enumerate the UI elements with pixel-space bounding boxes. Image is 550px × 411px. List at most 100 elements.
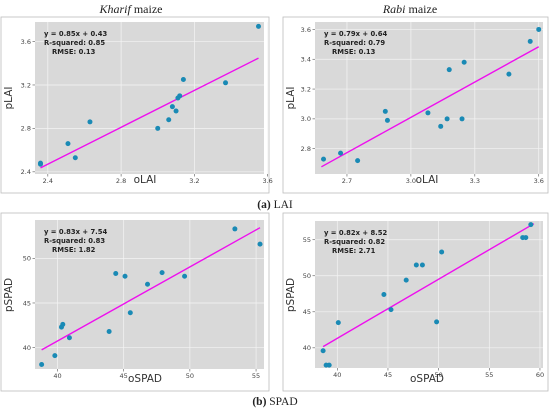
x-axis-label: oSPAD <box>128 373 162 385</box>
x-tick-label: 40 <box>53 372 61 380</box>
x-tick-label: 45 <box>120 372 128 380</box>
y-tick-label: 50 <box>23 255 31 263</box>
y-axis-label: pSPAD <box>285 278 297 312</box>
y-tick-label: 2.4 <box>21 168 31 176</box>
y-tick-label: 55 <box>303 236 311 244</box>
stat-line: y = 0.83x + 7.54 <box>44 228 107 236</box>
x-tick-label: 45 <box>384 371 392 379</box>
data-point <box>223 80 229 86</box>
x-tick-label: 55 <box>485 371 493 379</box>
data-point <box>39 362 45 368</box>
y-axis-label: pLAI <box>3 86 15 109</box>
caption-a: (a) LAI <box>257 199 293 211</box>
chart-2: 40 45 50 55 40 45 50 oSPAD pSPAD y = 0.83x + 7.54… <box>3 220 264 385</box>
plots: 2.4 2.8 3.2 3.6 2.4 2.8 3.2 3.6 oLAI pLAI y = 0.85… <box>3 22 544 385</box>
data-point <box>413 262 419 268</box>
caption-b-text: SPAD <box>266 396 297 408</box>
data-point <box>180 77 186 83</box>
x-tick-label: 2.8 <box>116 177 126 185</box>
data-point <box>459 116 465 122</box>
chart-0: 2.4 2.8 3.2 3.6 2.4 2.8 3.2 3.6 oLAI pLAI y = 0.85… <box>3 22 273 186</box>
caption-a-tag: (a) <box>257 199 271 211</box>
data-point <box>434 319 440 325</box>
stat-line: RMSE: 0.13 <box>52 48 96 56</box>
panel-title-rabi: Rabi maize <box>382 2 437 16</box>
data-point <box>155 125 161 131</box>
y-tick-label: 3.6 <box>21 38 31 46</box>
data-point <box>37 161 43 167</box>
data-point <box>381 292 387 297</box>
stat-line: RMSE: 2.71 <box>332 247 376 255</box>
data-point <box>173 108 179 114</box>
title-rest: maize <box>406 2 438 16</box>
title-italic: Rabi <box>382 2 406 16</box>
regression-line <box>322 223 535 348</box>
x-tick-label: 2.7 <box>342 177 352 185</box>
caption-b: (b) SPAD <box>252 396 297 408</box>
data-point <box>166 117 172 123</box>
y-axis-label: pLAI <box>285 86 297 109</box>
data-point <box>425 110 431 116</box>
data-point <box>439 249 445 255</box>
x-axis-label: oLAI <box>416 174 439 186</box>
data-point <box>113 271 119 277</box>
data-point <box>388 307 394 313</box>
data-point <box>256 23 262 29</box>
x-tick-label: 3.6 <box>262 177 272 185</box>
x-tick-label: 50 <box>186 372 194 380</box>
stat-line: RMSE: 0.13 <box>332 48 376 56</box>
data-point <box>527 38 533 44</box>
stat-line: y = 0.82x + 8.52 <box>324 229 387 237</box>
data-point <box>169 104 175 110</box>
data-point <box>87 119 93 125</box>
title-rest: maize <box>131 2 163 16</box>
data-point <box>528 222 534 228</box>
data-point <box>384 117 390 123</box>
x-tick-label: 55 <box>252 372 260 380</box>
data-point <box>321 156 327 162</box>
y-tick-label: 3.6 <box>301 26 311 34</box>
chart-1: 2.7 3.0 3.3 3.6 2.8 3.0 3.2 3.4 3.6 oLAI pLAI y = 0… <box>285 22 544 186</box>
stat-line: R-squared: 0.83 <box>44 237 105 245</box>
data-point <box>536 26 542 32</box>
plot-area <box>35 22 264 174</box>
plot-area <box>35 220 264 369</box>
data-point <box>523 235 529 241</box>
data-point <box>232 226 238 232</box>
data-point <box>438 123 444 129</box>
data-point <box>65 141 71 147</box>
x-tick-label: 2.4 <box>43 177 53 185</box>
stat-line: R-squared: 0.79 <box>324 39 385 47</box>
data-point <box>159 270 165 276</box>
chart-3: 40 45 50 55 60 40 45 50 55 oSPAD pSPAD y = 0.82x + … <box>285 221 544 385</box>
stat-line: y = 0.79x + 0.64 <box>324 30 387 38</box>
data-point <box>419 262 425 268</box>
data-point <box>382 108 388 114</box>
data-point <box>60 321 66 327</box>
caption-a-text: LAI <box>271 199 293 211</box>
x-tick-label: 3.6 <box>534 177 544 185</box>
data-point <box>127 310 133 316</box>
data-point <box>461 59 467 65</box>
y-tick-label: 3.4 <box>301 56 311 64</box>
regression-line <box>41 227 261 351</box>
data-point <box>446 67 452 73</box>
data-point <box>326 362 332 368</box>
y-tick-label: 45 <box>23 299 31 307</box>
data-point <box>257 241 263 247</box>
x-tick-label: 3.2 <box>189 177 199 185</box>
y-tick-label: 45 <box>303 308 311 316</box>
data-point <box>403 277 409 283</box>
caption-b-tag: (b) <box>252 396 266 408</box>
data-point <box>444 116 450 122</box>
data-point <box>182 273 188 279</box>
x-tick-label: 3.0 <box>406 177 416 185</box>
y-tick-label: 3.2 <box>21 81 31 89</box>
data-point <box>122 273 128 279</box>
plot-area <box>315 221 543 368</box>
y-tick-label: 2.8 <box>301 145 311 153</box>
stat-line: y = 0.85x + 0.43 <box>44 30 107 38</box>
stat-line: R-squared: 0.82 <box>324 238 385 246</box>
y-tick-label: 40 <box>303 344 311 352</box>
